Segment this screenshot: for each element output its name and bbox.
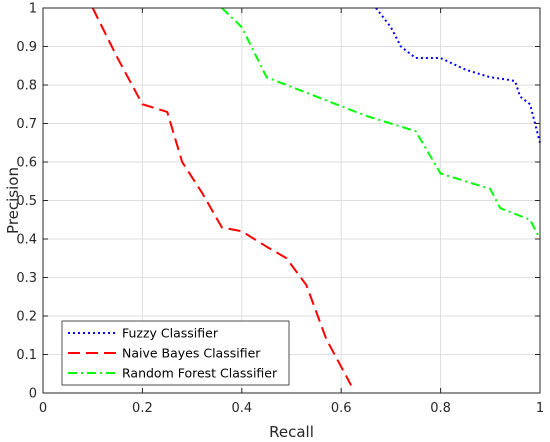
x-axis-label: Recall xyxy=(269,423,314,441)
y-tick-label: 0.1 xyxy=(16,348,37,363)
y-tick-label: 0.6 xyxy=(16,156,37,171)
y-axis-label: Precision xyxy=(4,167,22,234)
x-tick-label: 0.2 xyxy=(132,401,153,416)
x-tick-label: 0.8 xyxy=(430,401,451,416)
series-lines xyxy=(91,7,541,386)
y-tick-label: 0.7 xyxy=(16,117,37,132)
y-tick-label: 0.8 xyxy=(16,79,37,94)
x-tick-label: 1 xyxy=(536,401,544,416)
y-tick-label: 0.5 xyxy=(16,194,37,209)
y-tick-label: 0 xyxy=(29,387,37,402)
legend-label-random-forest: Random Forest Classifier xyxy=(122,366,278,381)
legend: Fuzzy Classifier Naive Bayes Classifier … xyxy=(61,320,290,386)
x-tick-label: 0.6 xyxy=(331,401,352,416)
x-tick-label: 0 xyxy=(39,401,47,416)
x-tick-label: 0.4 xyxy=(231,401,252,416)
y-tick-label: 0.2 xyxy=(16,310,37,325)
y-tick-labels: 0 0.1 0.2 0.3 0.4 0.5 0.6 0.7 0.8 0.9 1 xyxy=(16,2,37,402)
x-tick-labels: 0 0.2 0.4 0.6 0.8 1 xyxy=(39,401,544,416)
legend-box xyxy=(61,320,290,386)
y-tick-label: 0.3 xyxy=(16,271,37,286)
y-tick-label: 0.9 xyxy=(16,40,37,55)
legend-label-naive-bayes: Naive Bayes Classifier xyxy=(122,346,261,361)
axis-ticks xyxy=(42,7,541,394)
series-line-random-forest-classifier xyxy=(221,7,541,240)
legend-label-fuzzy: Fuzzy Classifier xyxy=(122,326,219,341)
y-tick-label: 0.4 xyxy=(16,233,37,248)
y-tick-label: 1 xyxy=(29,2,37,17)
series-line-fuzzy-classifier xyxy=(375,7,541,143)
series-line-naive-bayes-classifier xyxy=(91,7,353,386)
